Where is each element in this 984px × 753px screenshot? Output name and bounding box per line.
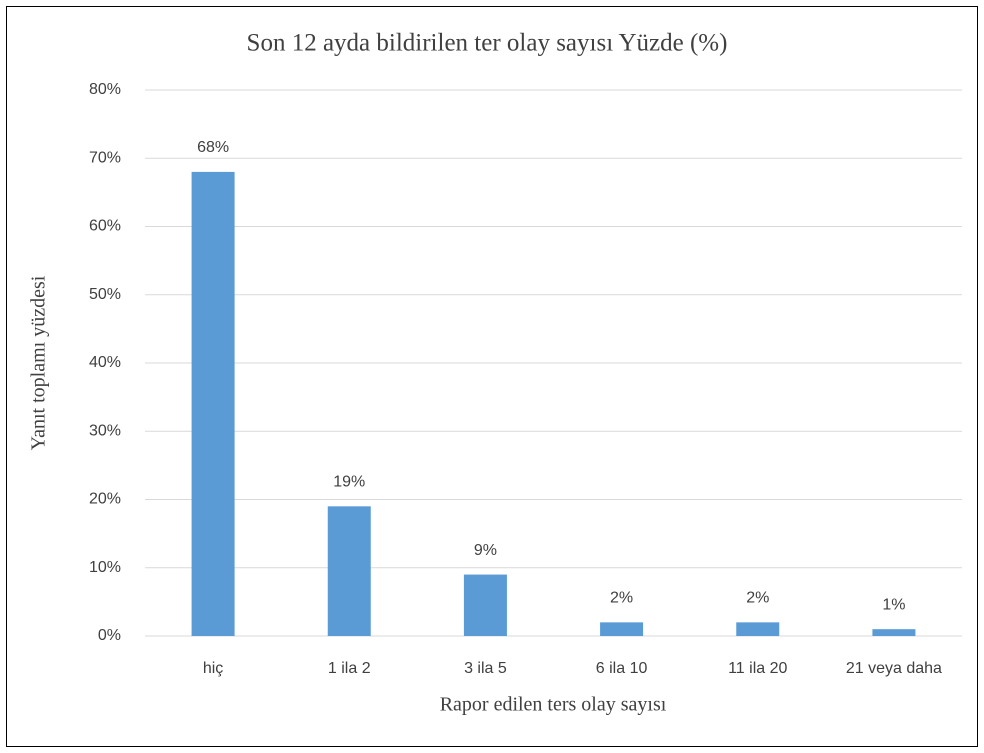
chart-title: Son 12 ayda bildirilen ter olay sayısı Y… [247, 30, 728, 57]
data-label: 2% [746, 590, 769, 607]
y-axis-label: Yanıt toplamı yüzdesi [28, 275, 50, 450]
data-label: 19% [333, 474, 365, 491]
x-tick-label: 1 ila 2 [328, 660, 371, 677]
bar [191, 171, 235, 636]
bar [463, 574, 507, 636]
bar [327, 506, 371, 636]
bar [872, 629, 916, 636]
data-label: 9% [474, 542, 497, 559]
data-label: 68% [197, 139, 229, 156]
bar [600, 622, 644, 636]
y-tick-label: 60% [89, 218, 121, 235]
x-axis-label: Rapor edilen ters olay sayısı [440, 694, 667, 716]
data-label: 1% [882, 596, 905, 613]
x-tick-label: 3 ila 5 [464, 660, 507, 677]
x-tick-label: 11 ila 20 [728, 660, 787, 677]
y-tick-label: 50% [89, 286, 121, 303]
x-tick-label: 6 ila 10 [596, 660, 648, 677]
y-tick-label: 0% [98, 627, 121, 644]
y-tick-label: 30% [89, 422, 121, 439]
data-label: 2% [610, 590, 633, 607]
y-tick-label: 40% [89, 354, 121, 371]
bar [736, 622, 780, 636]
y-tick-label: 70% [89, 149, 121, 166]
y-tick-label: 80% [89, 81, 121, 98]
x-tick-label: hiç [203, 660, 223, 677]
y-tick-label: 10% [89, 559, 121, 576]
x-tick-label: 21 veya daha [846, 660, 942, 677]
y-tick-label: 20% [89, 491, 121, 508]
